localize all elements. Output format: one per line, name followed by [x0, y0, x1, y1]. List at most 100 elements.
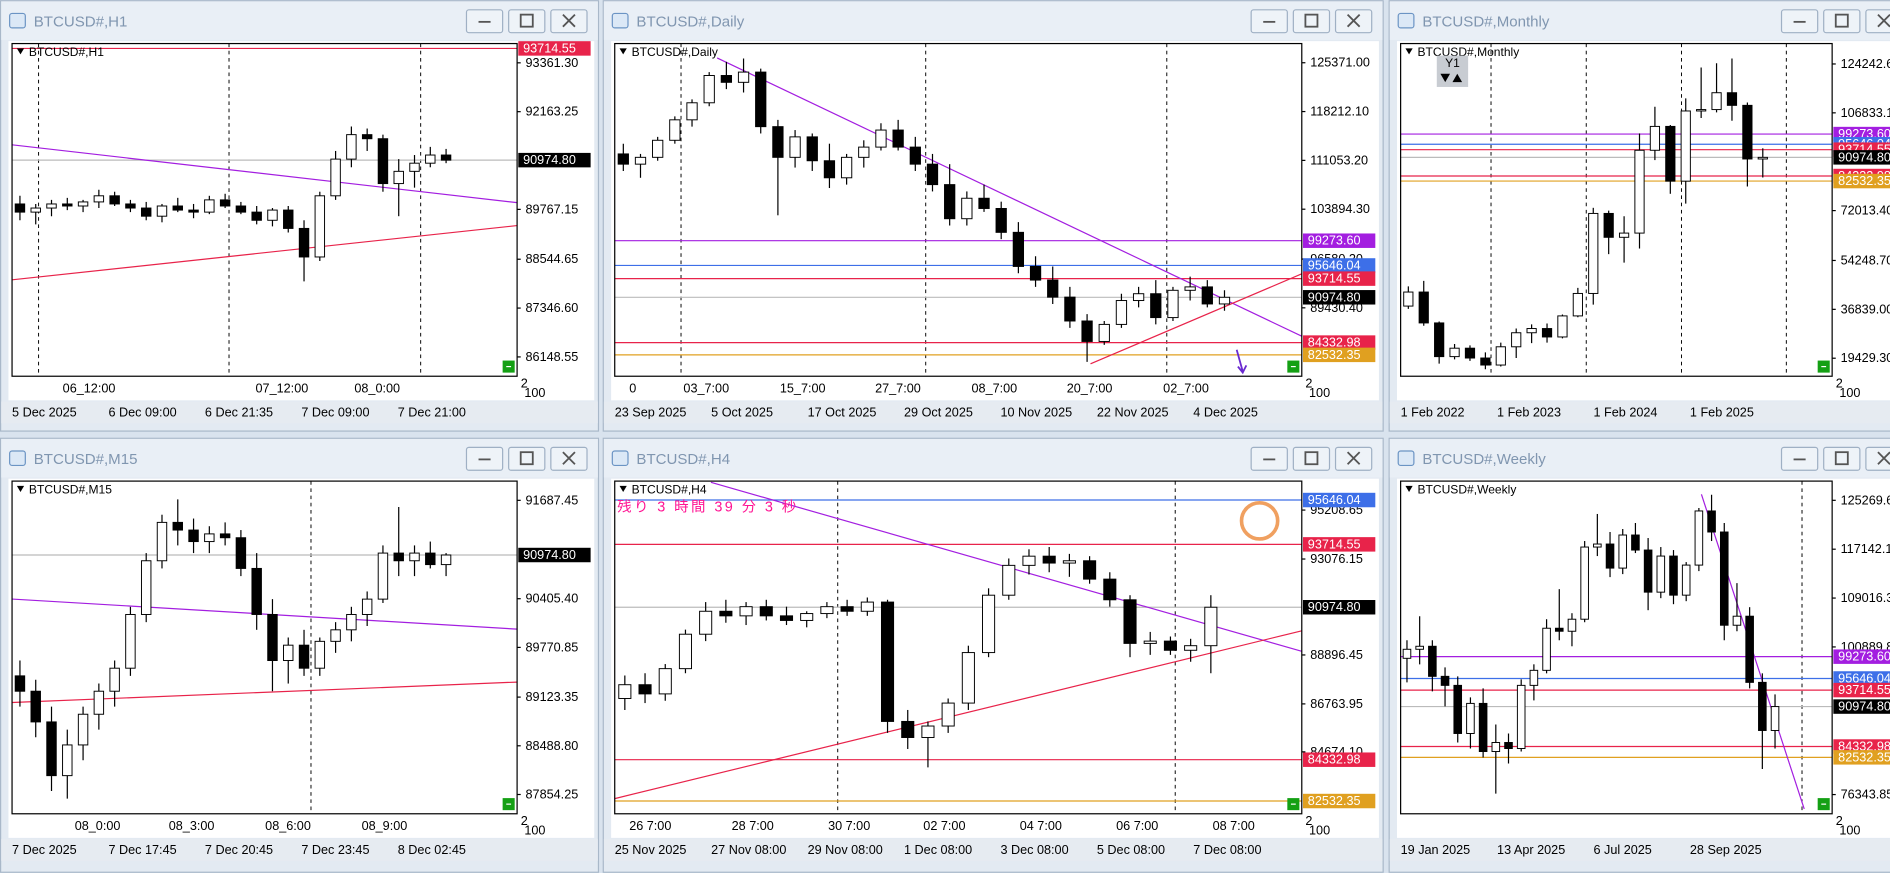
candle-body — [995, 207, 1007, 233]
candle-body — [1631, 534, 1640, 551]
scale-label: 2 — [521, 376, 528, 390]
y-tick-label: 93076.15 — [1310, 552, 1363, 566]
date-label: 7 Dec 20:45 — [205, 843, 273, 857]
time-axis-label: 27_7:00 — [875, 381, 921, 395]
chart-window: BTCUSD#,Monthly 124242.60 106833.10 72013.4… — [1388, 0, 1890, 432]
candle-body — [892, 129, 904, 148]
date-label: 1 Feb 2023 — [1497, 405, 1561, 419]
maximize-button[interactable] — [1292, 9, 1331, 34]
candle-body — [235, 537, 247, 569]
maximize-button[interactable] — [1292, 446, 1331, 471]
candle-body — [1529, 669, 1539, 686]
trend-line — [12, 144, 518, 204]
price-level-label: 95646.04 — [1308, 258, 1361, 272]
y-tick-label: 36839.00 — [1841, 302, 1890, 316]
plot — [12, 481, 518, 814]
date-label: 6 Dec 21:35 — [205, 405, 273, 419]
trend-line — [1090, 273, 1302, 365]
scale-label: 2 — [521, 814, 528, 828]
candle-body — [140, 560, 152, 615]
maximize-button[interactable] — [508, 446, 546, 471]
price-level-tag — [1302, 271, 1376, 286]
date-label: 17 Oct 2025 — [808, 405, 877, 419]
scale-label: 2 — [1836, 814, 1843, 828]
candle-body — [779, 615, 794, 621]
price-level-label: 99273.60 — [1308, 234, 1361, 248]
period-button[interactable] — [1436, 55, 1469, 87]
symbol-menu-arrow — [619, 485, 627, 492]
candle-body — [1680, 110, 1691, 182]
trend-line — [614, 630, 1302, 800]
candle-body — [30, 207, 41, 213]
candle-body — [62, 203, 73, 207]
close-button[interactable] — [1865, 9, 1890, 34]
candle-body — [1572, 292, 1583, 317]
maximize-button[interactable] — [1823, 9, 1861, 34]
chart-window: BTCUSD#,H495208.6593076.1588896.4586763.… — [602, 437, 1384, 873]
candle-body — [1434, 322, 1445, 358]
cursor-highlight — [1239, 500, 1280, 541]
candle-body — [219, 199, 231, 207]
current-price-label: 90974.80 — [1308, 600, 1361, 614]
candle-body — [393, 552, 404, 562]
date-label: 7 Dec 23:45 — [301, 843, 369, 857]
y-tick-label: 72013.40 — [1841, 204, 1890, 218]
annotation-arrow — [1235, 349, 1248, 375]
time-axis-label: 08 7:00 — [1213, 819, 1255, 833]
button-glyph — [1877, 13, 1890, 28]
time-axis-label: 08_3:00 — [169, 819, 215, 833]
y-tick-label: 93361.30 — [526, 56, 579, 70]
candle-body — [961, 197, 973, 220]
candle-body — [1415, 645, 1424, 650]
date-label: 1 Dec 08:00 — [904, 843, 972, 857]
candle-body — [737, 71, 750, 83]
y-tick-label: 117142.15 — [1841, 542, 1890, 556]
candle-body — [125, 613, 136, 669]
price-level-tag — [518, 41, 591, 56]
date-label: 6 Dec 09:00 — [108, 405, 176, 419]
button-glyph — [1304, 451, 1319, 466]
candle-body — [1143, 640, 1157, 644]
candle-body — [1758, 681, 1767, 731]
price-level-tag — [1833, 649, 1890, 664]
date-label: 23 Sep 2025 — [615, 405, 687, 419]
time-axis-label: 0 — [629, 381, 636, 395]
date-label: 6 Jul 2025 — [1593, 843, 1651, 857]
candle-body — [425, 552, 436, 566]
candle-body — [314, 195, 326, 258]
button-glyph — [1834, 451, 1849, 466]
candle-body — [1567, 618, 1577, 632]
y-tick-label: 89767.15 — [526, 202, 579, 216]
maximize-button[interactable] — [508, 9, 546, 34]
window-title: BTCUSD#,Monthly — [1422, 13, 1550, 30]
candle-body — [93, 195, 105, 203]
y-tick-label: 19429.30 — [1841, 351, 1890, 365]
candle-body — [425, 154, 436, 164]
price-level-tag — [1833, 671, 1890, 686]
candle-body — [346, 613, 357, 631]
maximize-button[interactable] — [1823, 446, 1861, 471]
date-label: 3 Dec 08:00 — [1000, 843, 1068, 857]
close-button[interactable] — [1865, 446, 1890, 471]
time-axis-label: 08_0:00 — [75, 819, 121, 833]
price-level-tag — [1302, 258, 1376, 273]
current-price-tag — [1302, 600, 1376, 615]
price-level-tag — [1302, 537, 1376, 552]
candle-body — [1726, 92, 1738, 106]
y-tick-label: 88896.45 — [1310, 648, 1363, 662]
y-tick-label: 89770.85 — [526, 640, 579, 654]
candle-body — [840, 606, 854, 612]
candle-body — [1634, 149, 1645, 234]
candle-body — [1047, 279, 1059, 298]
current-price-label: 90974.80 — [523, 153, 576, 167]
candle-body — [755, 71, 767, 128]
candle-body — [1707, 510, 1716, 533]
candle-body — [298, 227, 310, 258]
candle-body — [858, 146, 870, 158]
candle-body — [1719, 531, 1729, 626]
plot-border — [11, 480, 518, 815]
candle-body — [634, 156, 647, 165]
price-level-label: 93714.55 — [1308, 537, 1361, 551]
scale-label: 100 — [524, 386, 545, 400]
